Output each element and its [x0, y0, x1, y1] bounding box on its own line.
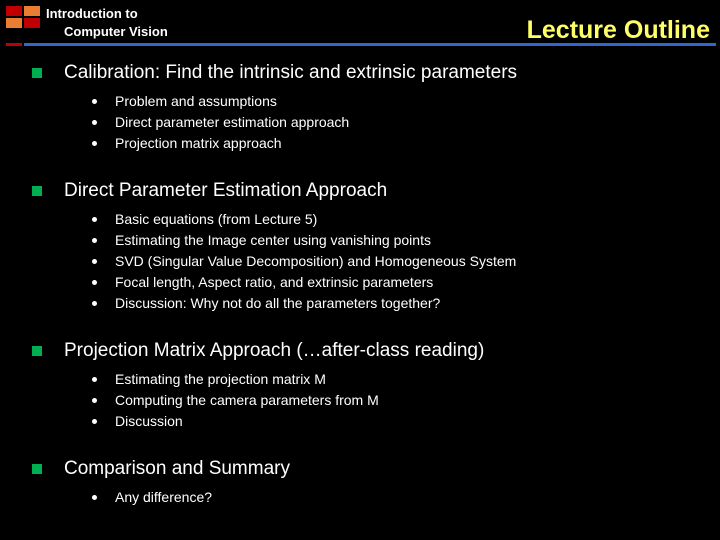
section-heading: Comparison and Summary	[32, 458, 710, 480]
dot-bullet-icon	[92, 280, 97, 285]
dot-bullet-icon	[92, 377, 97, 382]
section-title: Projection Matrix Approach (…after-class…	[64, 340, 484, 362]
logo-cell	[24, 6, 40, 16]
item-text: Estimating the projection matrix M	[115, 370, 326, 388]
dot-bullet-icon	[92, 99, 97, 104]
item-text: Discussion	[115, 412, 183, 430]
square-bullet-icon	[32, 186, 42, 196]
logo-cell	[24, 18, 40, 28]
item-text: Estimating the Image center using vanish…	[115, 231, 431, 249]
logo-cell	[6, 18, 22, 28]
section-items: Any difference?	[92, 488, 710, 506]
section-heading: Direct Parameter Estimation Approach	[32, 180, 710, 202]
square-bullet-icon	[32, 346, 42, 356]
course-title-line1: Introduction to	[46, 6, 168, 22]
list-item: Projection matrix approach	[92, 134, 710, 152]
square-bullet-icon	[32, 464, 42, 474]
item-text: SVD (Singular Value Decomposition) and H…	[115, 252, 516, 270]
dot-bullet-icon	[92, 217, 97, 222]
square-bullet-icon	[32, 68, 42, 78]
list-item: SVD (Singular Value Decomposition) and H…	[92, 252, 710, 270]
header-rule	[0, 43, 720, 50]
section-items: Problem and assumptions Direct parameter…	[92, 92, 710, 152]
section-title: Calibration: Find the intrinsic and extr…	[64, 62, 517, 84]
dot-bullet-icon	[92, 495, 97, 500]
slide-content: Calibration: Find the intrinsic and extr…	[32, 62, 710, 509]
item-text: Direct parameter estimation approach	[115, 113, 349, 131]
logo-cell	[6, 6, 22, 16]
list-item: Discussion: Why not do all the parameter…	[92, 294, 710, 312]
dot-bullet-icon	[92, 301, 97, 306]
list-item: Any difference?	[92, 488, 710, 506]
course-title: Introduction to Computer Vision	[46, 6, 168, 40]
slide: Introduction to Computer Vision Lecture …	[0, 0, 720, 540]
item-text: Focal length, Aspect ratio, and extrinsi…	[115, 273, 433, 291]
item-text: Basic equations (from Lecture 5)	[115, 210, 317, 228]
outline-section: Calibration: Find the intrinsic and extr…	[32, 62, 710, 152]
item-text: Projection matrix approach	[115, 134, 282, 152]
outline-section: Comparison and Summary Any difference?	[32, 458, 710, 506]
list-item: Estimating the projection matrix M	[92, 370, 710, 388]
logo-icon	[6, 6, 42, 30]
list-item: Discussion	[92, 412, 710, 430]
list-item: Direct parameter estimation approach	[92, 113, 710, 131]
list-item: Problem and assumptions	[92, 92, 710, 110]
rule-main	[24, 43, 716, 46]
section-items: Estimating the projection matrix M Compu…	[92, 370, 710, 430]
item-text: Computing the camera parameters from M	[115, 391, 379, 409]
item-text: Any difference?	[115, 488, 212, 506]
dot-bullet-icon	[92, 120, 97, 125]
section-title: Direct Parameter Estimation Approach	[64, 180, 387, 202]
dot-bullet-icon	[92, 141, 97, 146]
slide-header: Introduction to Computer Vision Lecture …	[0, 0, 720, 54]
outline-section: Direct Parameter Estimation Approach Bas…	[32, 180, 710, 312]
section-heading: Projection Matrix Approach (…after-class…	[32, 340, 710, 362]
section-heading: Calibration: Find the intrinsic and extr…	[32, 62, 710, 84]
rule-accent	[6, 43, 22, 46]
list-item: Basic equations (from Lecture 5)	[92, 210, 710, 228]
dot-bullet-icon	[92, 398, 97, 403]
outline-section: Projection Matrix Approach (…after-class…	[32, 340, 710, 430]
list-item: Focal length, Aspect ratio, and extrinsi…	[92, 273, 710, 291]
dot-bullet-icon	[92, 238, 97, 243]
section-title: Comparison and Summary	[64, 458, 290, 480]
list-item: Estimating the Image center using vanish…	[92, 231, 710, 249]
item-text: Discussion: Why not do all the parameter…	[115, 294, 440, 312]
slide-title: Lecture Outline	[527, 16, 710, 45]
dot-bullet-icon	[92, 419, 97, 424]
list-item: Computing the camera parameters from M	[92, 391, 710, 409]
course-title-line2: Computer Vision	[64, 24, 168, 40]
item-text: Problem and assumptions	[115, 92, 277, 110]
dot-bullet-icon	[92, 259, 97, 264]
section-items: Basic equations (from Lecture 5) Estimat…	[92, 210, 710, 312]
